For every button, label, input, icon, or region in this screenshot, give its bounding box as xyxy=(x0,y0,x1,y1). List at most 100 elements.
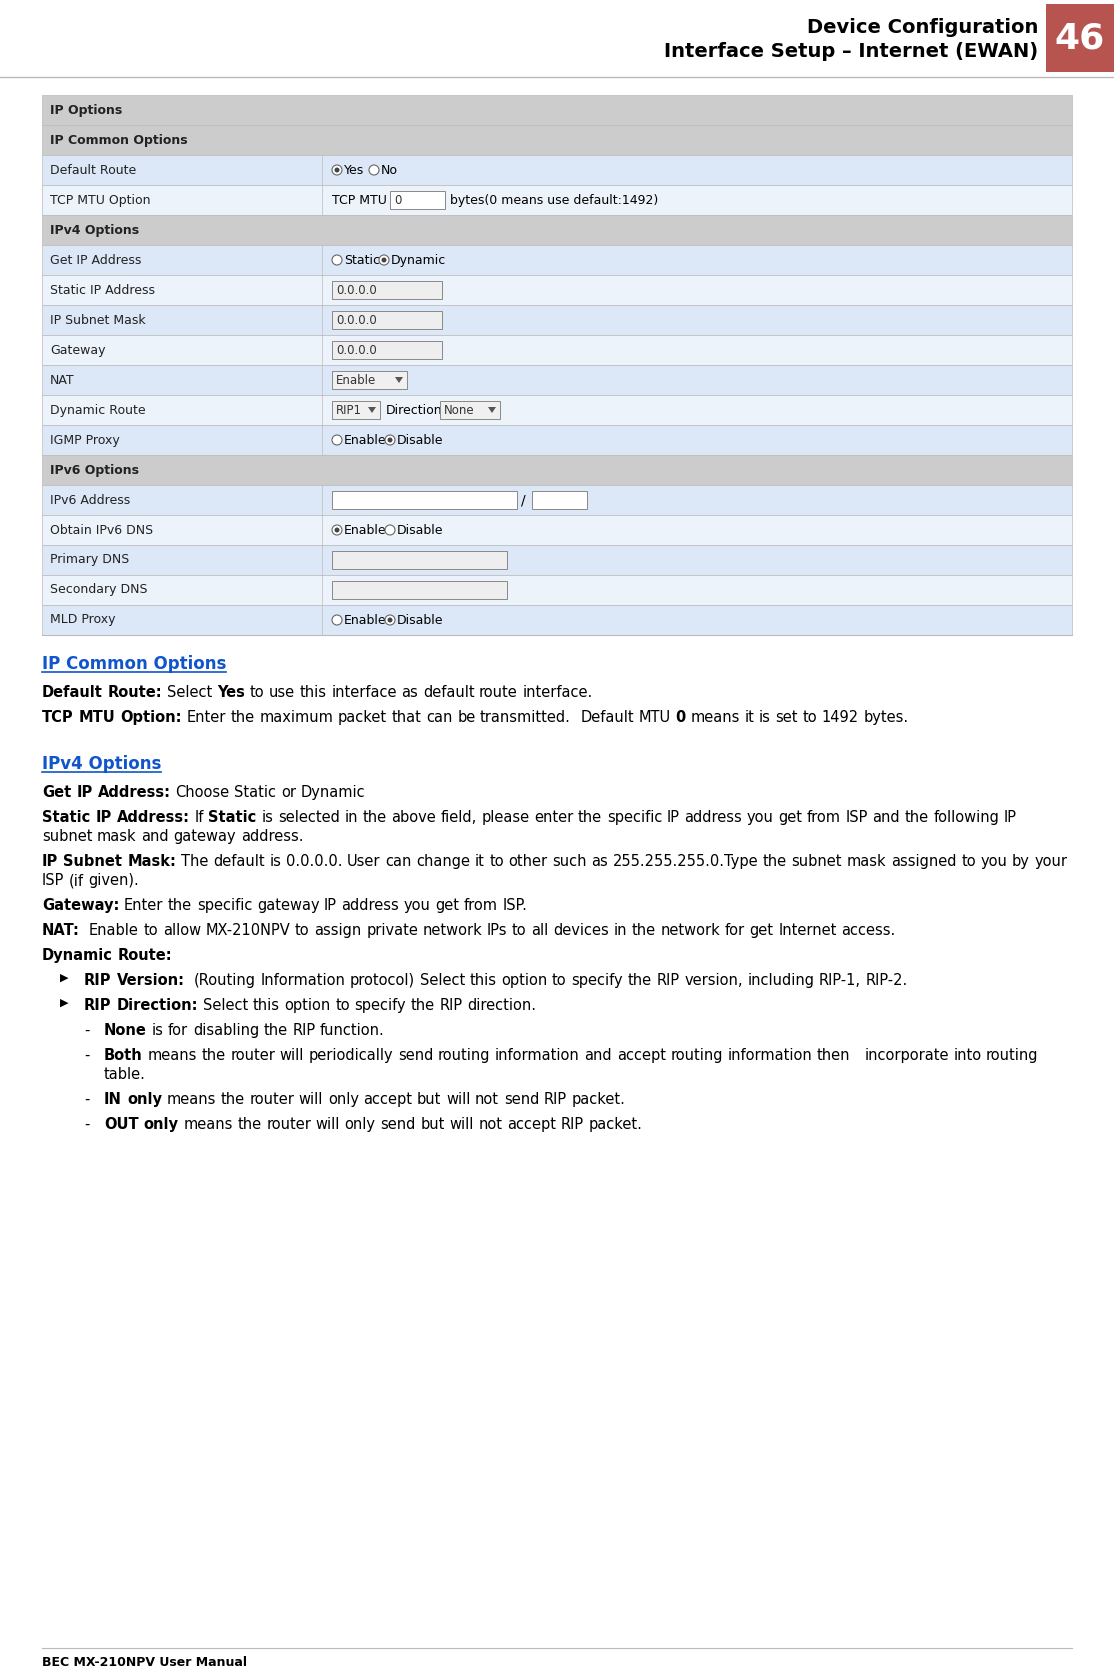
Text: Enable: Enable xyxy=(344,433,387,446)
Text: IP Options: IP Options xyxy=(50,104,123,116)
Text: 0.0.0.0: 0.0.0.0 xyxy=(336,314,377,327)
Circle shape xyxy=(379,255,389,265)
Text: is: is xyxy=(152,1023,164,1038)
Text: default: default xyxy=(422,684,475,699)
Bar xyxy=(332,282,442,299)
Text: Disable: Disable xyxy=(397,523,443,537)
Text: route: route xyxy=(479,684,518,699)
Text: (Routing: (Routing xyxy=(194,973,256,988)
Text: address: address xyxy=(342,897,400,912)
Text: ISP: ISP xyxy=(42,874,65,889)
Text: IPv6 Address: IPv6 Address xyxy=(50,493,130,506)
Text: OUT: OUT xyxy=(104,1117,138,1132)
Text: IN: IN xyxy=(104,1092,121,1107)
Text: mask: mask xyxy=(847,854,887,869)
Text: Direction: Direction xyxy=(385,404,442,416)
Text: Internet: Internet xyxy=(779,922,837,937)
Text: packet: packet xyxy=(338,709,388,724)
Bar xyxy=(42,515,1072,545)
Text: None: None xyxy=(104,1023,147,1038)
Text: send: send xyxy=(380,1117,416,1132)
Text: it: it xyxy=(475,854,485,869)
Text: Enable: Enable xyxy=(89,922,139,937)
Text: MX-210NPV: MX-210NPV xyxy=(206,922,291,937)
Text: 255.255.255.0.Type: 255.255.255.0.Type xyxy=(613,854,759,869)
Circle shape xyxy=(385,615,395,626)
Text: the: the xyxy=(362,810,387,825)
Text: your: your xyxy=(1035,854,1067,869)
Text: then: then xyxy=(817,1048,850,1063)
Text: send: send xyxy=(504,1092,539,1107)
Polygon shape xyxy=(488,408,496,413)
Bar xyxy=(332,580,507,599)
Text: IGMP Proxy: IGMP Proxy xyxy=(50,433,119,446)
Polygon shape xyxy=(395,377,403,382)
Text: information: information xyxy=(727,1048,812,1063)
Text: can: can xyxy=(385,854,411,869)
Text: network: network xyxy=(661,922,721,937)
Text: ISP: ISP xyxy=(846,810,868,825)
Text: IPv4 Options: IPv4 Options xyxy=(50,223,139,236)
Text: Enable: Enable xyxy=(336,374,377,386)
Text: in: in xyxy=(344,810,358,825)
Text: interface: interface xyxy=(331,684,397,699)
Text: 1492: 1492 xyxy=(821,709,859,724)
Text: the: the xyxy=(202,1048,225,1063)
Text: access.: access. xyxy=(841,922,896,937)
Bar xyxy=(1046,3,1114,72)
Text: Static: Static xyxy=(234,785,276,800)
Text: you: you xyxy=(746,810,773,825)
Text: IP Subnet Mask: IP Subnet Mask xyxy=(50,314,146,327)
Text: Enter: Enter xyxy=(187,709,226,724)
Text: Default Route: Default Route xyxy=(50,163,136,176)
Text: not: not xyxy=(476,1092,499,1107)
Text: that: that xyxy=(392,709,421,724)
Text: from: from xyxy=(465,897,498,912)
Text: accept: accept xyxy=(617,1048,666,1063)
Text: 0.0.0.0: 0.0.0.0 xyxy=(336,283,377,297)
Text: get: get xyxy=(436,897,459,912)
Text: subnet: subnet xyxy=(42,828,92,844)
Text: MTU: MTU xyxy=(638,709,671,724)
Text: router: router xyxy=(250,1092,294,1107)
Text: specify: specify xyxy=(571,973,623,988)
Text: will: will xyxy=(280,1048,304,1063)
Text: Static: Static xyxy=(344,253,380,267)
Text: maximum: maximum xyxy=(260,709,333,724)
Text: by: by xyxy=(1012,854,1029,869)
Text: BEC MX-210NPV User Manual: BEC MX-210NPV User Manual xyxy=(42,1655,247,1669)
Text: Both: Both xyxy=(104,1048,143,1063)
Text: Enable: Enable xyxy=(344,523,387,537)
Text: the: the xyxy=(168,897,192,912)
Text: Select: Select xyxy=(167,684,213,699)
Text: enter: enter xyxy=(534,810,574,825)
Text: you: you xyxy=(980,854,1007,869)
Text: Default: Default xyxy=(42,684,102,699)
Text: private: private xyxy=(367,922,418,937)
Text: direction.: direction. xyxy=(467,998,536,1013)
Bar xyxy=(42,545,1072,575)
Text: 0.0.0.0: 0.0.0.0 xyxy=(336,344,377,357)
Text: get: get xyxy=(750,922,773,937)
Text: option: option xyxy=(284,998,331,1013)
Text: subnet: subnet xyxy=(792,854,842,869)
Text: disabling: disabling xyxy=(193,1023,258,1038)
Text: Dynamic: Dynamic xyxy=(42,948,113,963)
Text: routing: routing xyxy=(438,1048,490,1063)
Text: NAT:: NAT: xyxy=(42,922,80,937)
Text: RIP: RIP xyxy=(544,1092,567,1107)
Text: but: but xyxy=(417,1092,441,1107)
Text: as: as xyxy=(401,684,418,699)
Text: Dynamic: Dynamic xyxy=(391,253,447,267)
Text: IPv4 Options: IPv4 Options xyxy=(42,755,162,773)
Circle shape xyxy=(385,525,395,535)
Bar xyxy=(332,371,407,389)
Bar xyxy=(42,215,1072,245)
Text: Yes: Yes xyxy=(217,684,245,699)
Text: assign: assign xyxy=(314,922,362,937)
Bar xyxy=(440,401,500,419)
Text: Subnet: Subnet xyxy=(63,854,123,869)
Text: is: is xyxy=(270,854,281,869)
Text: such: such xyxy=(553,854,587,869)
Text: ▶: ▶ xyxy=(60,998,68,1008)
